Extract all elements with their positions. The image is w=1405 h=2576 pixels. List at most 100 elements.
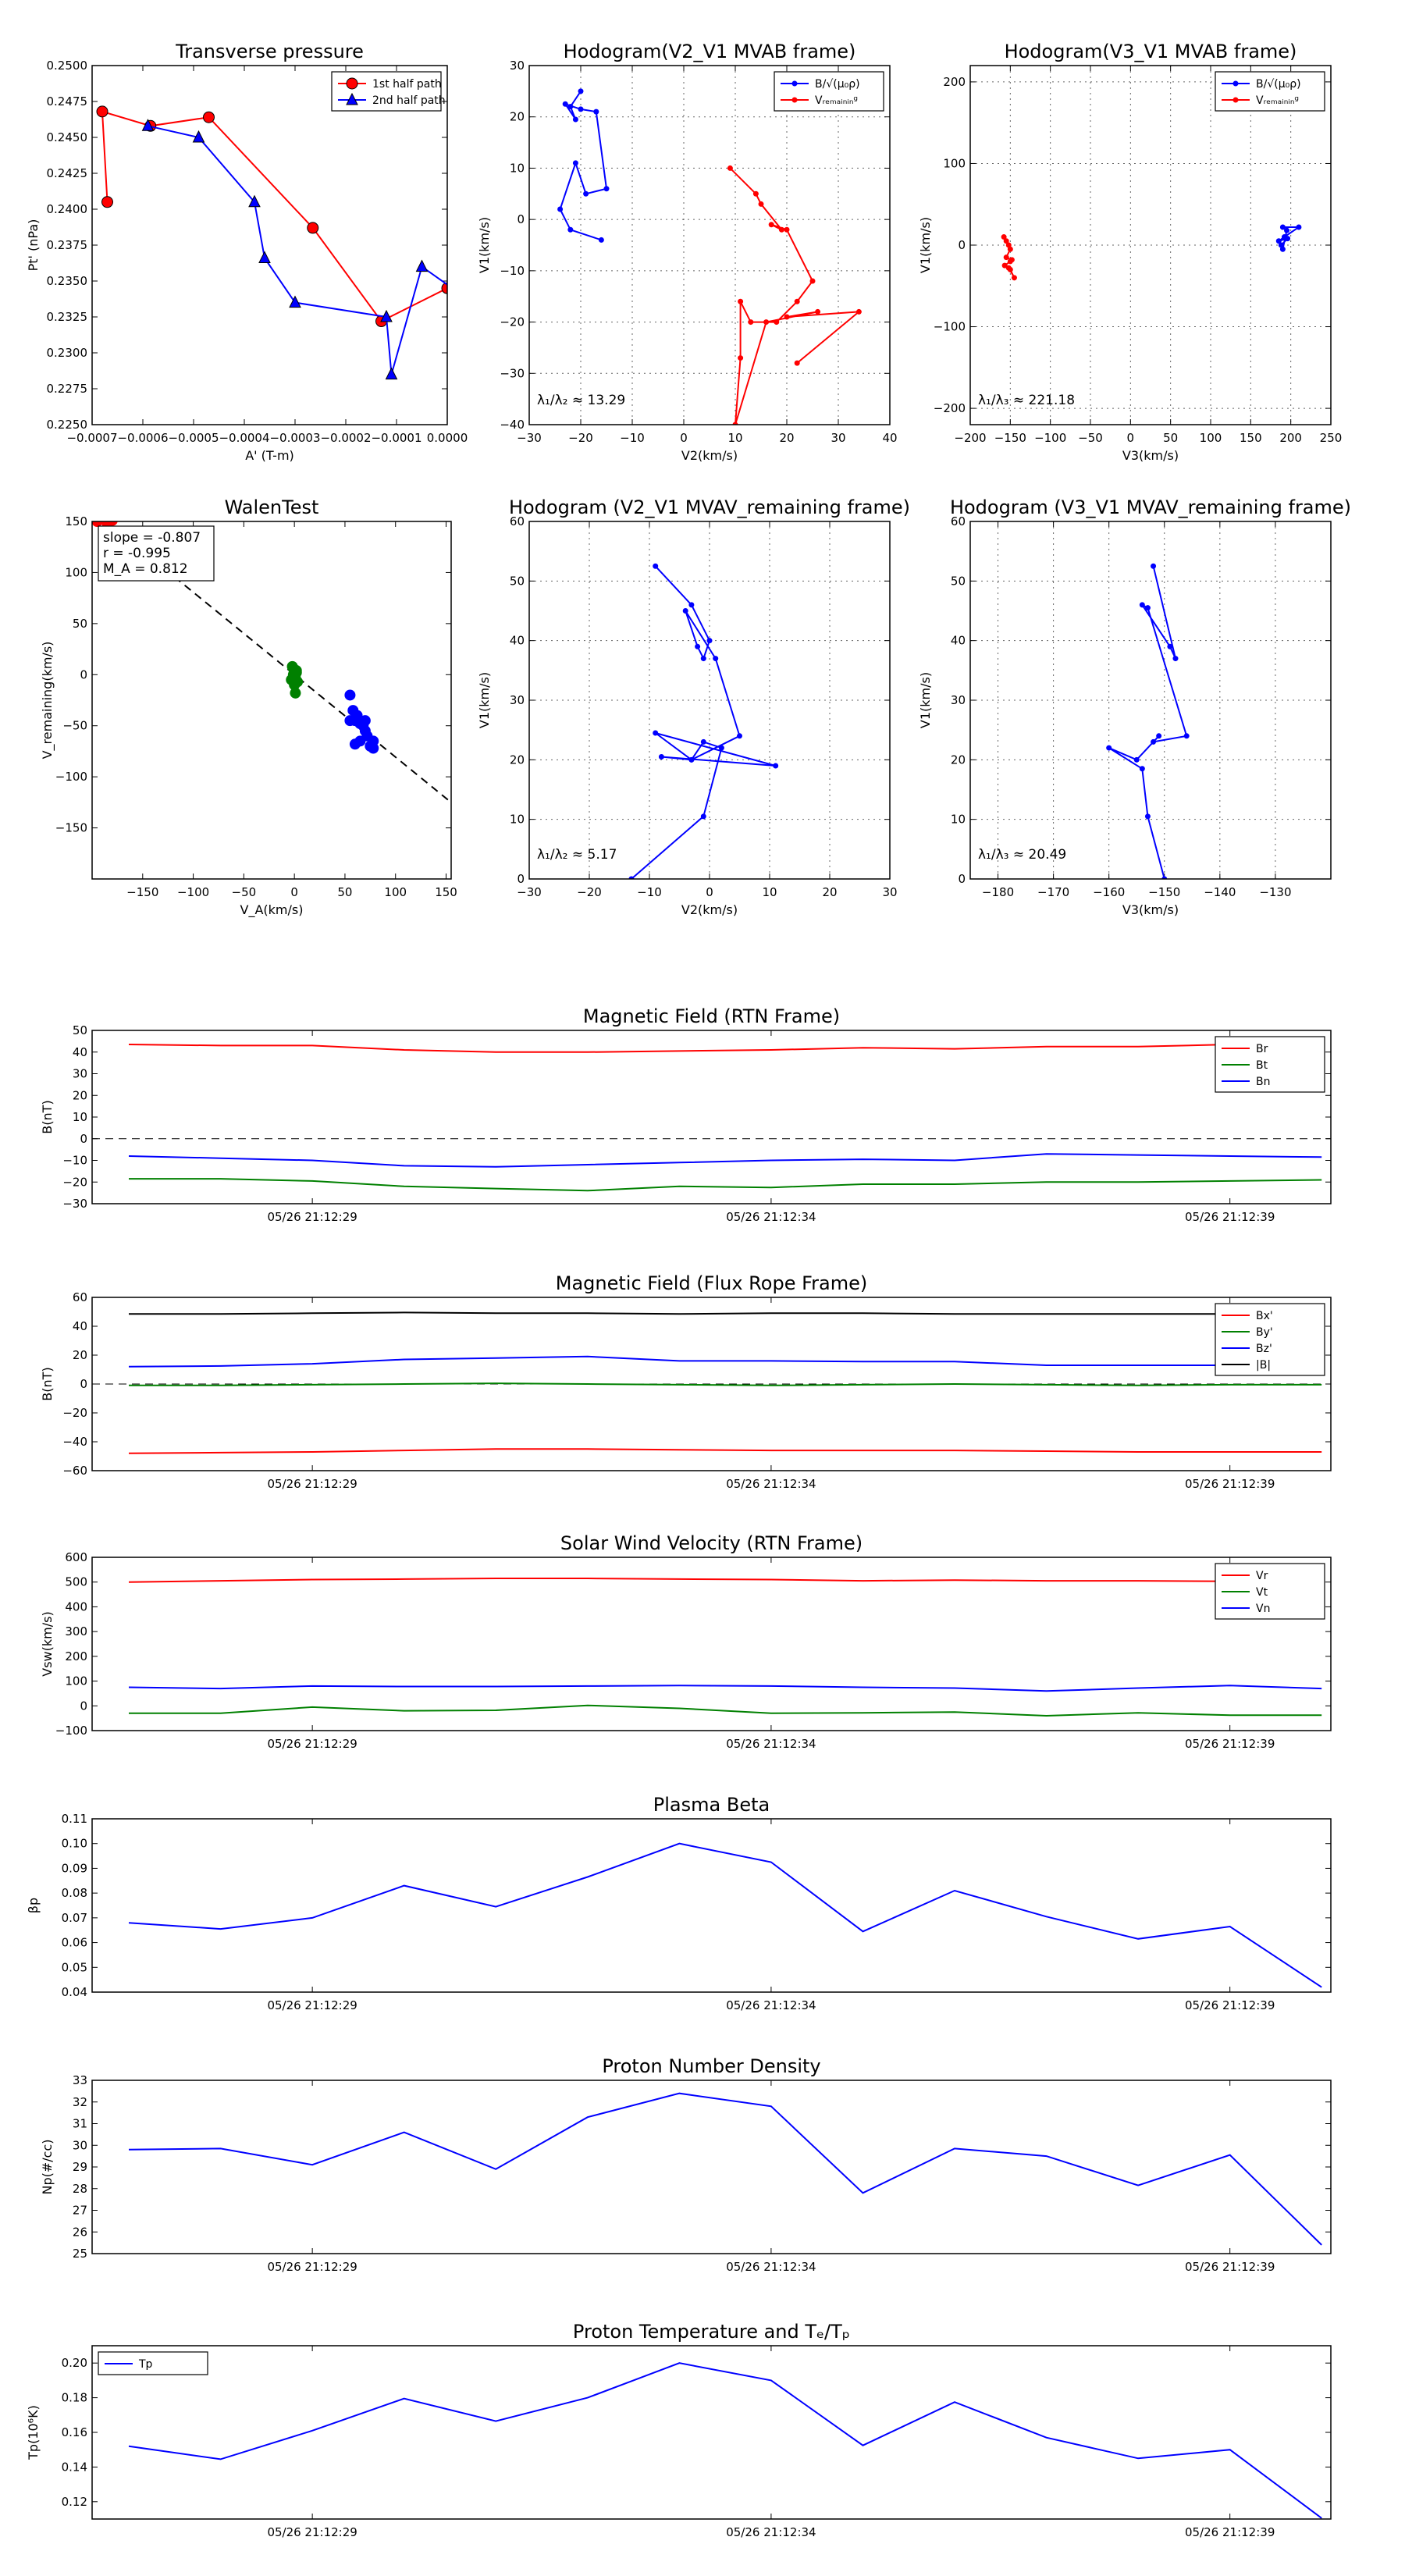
- series-line: [729, 167, 862, 425]
- data-point: [1133, 756, 1140, 763]
- y-tick-label: 10: [73, 1110, 87, 1124]
- y-tick-label: 0.14: [62, 2460, 87, 2474]
- x-tick-label: 10: [727, 431, 742, 445]
- data-point: [1275, 238, 1282, 244]
- y-tick-label: 0.09: [62, 1861, 87, 1875]
- data-point: [562, 101, 568, 107]
- x-tick-label: −0.0004: [219, 431, 269, 445]
- data-point: [738, 355, 744, 361]
- y-tick-label: −60: [62, 1464, 87, 1478]
- data-point: [598, 237, 604, 243]
- y-tick-label: −100: [55, 1724, 87, 1738]
- y-tick-label: 50: [951, 574, 966, 588]
- data-point: [658, 754, 664, 760]
- y-tick-label: −30: [500, 366, 525, 380]
- plot-area: [628, 563, 779, 879]
- data-point: [682, 608, 688, 614]
- x-tick-label: 50: [337, 885, 352, 899]
- series-line: [129, 1178, 1322, 1192]
- data-point: [1003, 238, 1009, 244]
- x-tick-label: −20: [577, 885, 602, 899]
- plot-area: [128, 2362, 1322, 2519]
- data-point: [809, 278, 816, 284]
- x-tick-label: −0.0007: [66, 431, 117, 445]
- x-tick-label: −160: [1093, 885, 1125, 899]
- data-point: [713, 656, 719, 662]
- data-point: [359, 725, 371, 737]
- y-tick-label: 10: [510, 813, 525, 827]
- chart-9: Solar Wind Velocity (RTN Frame) −100 0 100 2…: [40, 1532, 1332, 1751]
- data-point: [290, 687, 301, 699]
- x-tick-label: 05/26 21:12:39: [1185, 2525, 1275, 2539]
- chart-title: Magnetic Field (RTN Frame): [583, 1005, 840, 1027]
- legend-label: Br: [1256, 1043, 1268, 1055]
- plot-frame: [91, 1557, 1332, 1731]
- data-point: [1284, 227, 1290, 233]
- x-tick-label: 05/26 21:12:34: [726, 1737, 816, 1751]
- x-tick-label: 0: [290, 885, 298, 899]
- data-point: [784, 314, 790, 320]
- legend-marker: [791, 97, 798, 103]
- x-tick-label: 05/26 21:12:39: [1185, 1998, 1275, 2012]
- x-tick-label: 40: [882, 431, 897, 445]
- x-tick-label: −170: [1037, 885, 1069, 899]
- series-line: [128, 1355, 1322, 1368]
- y-tick-label: −20: [62, 1175, 87, 1189]
- x-tick-label: −150: [1148, 885, 1180, 899]
- x-tick-label: 30: [831, 431, 845, 445]
- data-point: [737, 733, 742, 739]
- x-tick-label: 20: [822, 885, 837, 899]
- chart-10: Plasma Beta 0.04 0.05 0.06 0.07 0.08 0.09 0.10 0…: [26, 1794, 1332, 2012]
- data-point: [192, 130, 205, 143]
- x-tick-label: −0.0006: [117, 431, 168, 445]
- y-tick-label: 60: [951, 514, 966, 528]
- chart-6: Hodogram (V3_V1 MVAV_remaining frame) 0 10…: [918, 496, 1351, 917]
- data-point: [763, 319, 770, 326]
- plot-frame: [91, 2345, 1332, 2520]
- data-point: [1161, 876, 1168, 879]
- y-tick-label: 33: [73, 2073, 87, 2087]
- y-tick-label: −100: [934, 320, 966, 334]
- y-axis-label: βp: [26, 1898, 41, 1913]
- chart-7: Magnetic Field (RTN Frame) −30 −20 −10 0 10 20…: [40, 1005, 1332, 1224]
- plot-frame: [528, 65, 891, 425]
- legend-label: By': [1256, 1326, 1273, 1339]
- series-line: [129, 1311, 1322, 1315]
- y-tick-label: 20: [73, 1348, 87, 1362]
- legend-label: Vᵣₑₘₐᵢₙᵢₙᵍ: [1256, 94, 1299, 107]
- y-tick-label: 10: [951, 813, 966, 827]
- data-point: [700, 656, 706, 662]
- y-tick-label: 0: [80, 1132, 87, 1146]
- y-tick-label: 0: [80, 667, 87, 681]
- plot-area: [92, 1311, 1331, 1454]
- y-tick-label: 0.2325: [47, 310, 88, 324]
- data-point: [855, 308, 862, 315]
- data-point: [732, 422, 738, 425]
- series-line: [128, 2362, 1322, 2519]
- legend-label: Vᵣₑₘₐᵢₙᵢₙᵍ: [815, 94, 858, 107]
- y-tick-label: −20: [500, 315, 525, 329]
- series-line: [129, 1382, 1322, 1386]
- y-tick-label: 30: [951, 693, 966, 707]
- data-point: [1151, 738, 1157, 745]
- y-tick-label: 0.2450: [47, 130, 88, 144]
- x-tick-label: 20: [779, 431, 794, 445]
- data-point: [815, 308, 821, 315]
- data-point: [784, 226, 790, 233]
- data-point: [593, 109, 599, 115]
- y-tick-label: 300: [65, 1624, 87, 1638]
- y-axis-label: V1(km/s): [918, 217, 933, 273]
- data-point: [1106, 745, 1112, 751]
- chart-title: Hodogram (V3_V1 MVAV_remaining frame): [950, 496, 1351, 518]
- y-tick-label: 0.2250: [47, 418, 88, 432]
- plot-area: [1106, 563, 1190, 879]
- plot-frame: [91, 521, 452, 880]
- plot-area: [92, 1044, 1331, 1192]
- chart-title: Hodogram(V2_V1 MVAB frame): [564, 41, 856, 62]
- chart-title: Plasma Beta: [653, 1794, 770, 1816]
- y-tick-label: 0.2425: [47, 166, 88, 180]
- y-tick-label: 0.2500: [47, 59, 88, 73]
- chart-title: Hodogram(V3_V1 MVAB frame): [1005, 41, 1297, 62]
- y-tick-label: −20: [62, 1406, 87, 1420]
- legend-marker: [1232, 97, 1239, 103]
